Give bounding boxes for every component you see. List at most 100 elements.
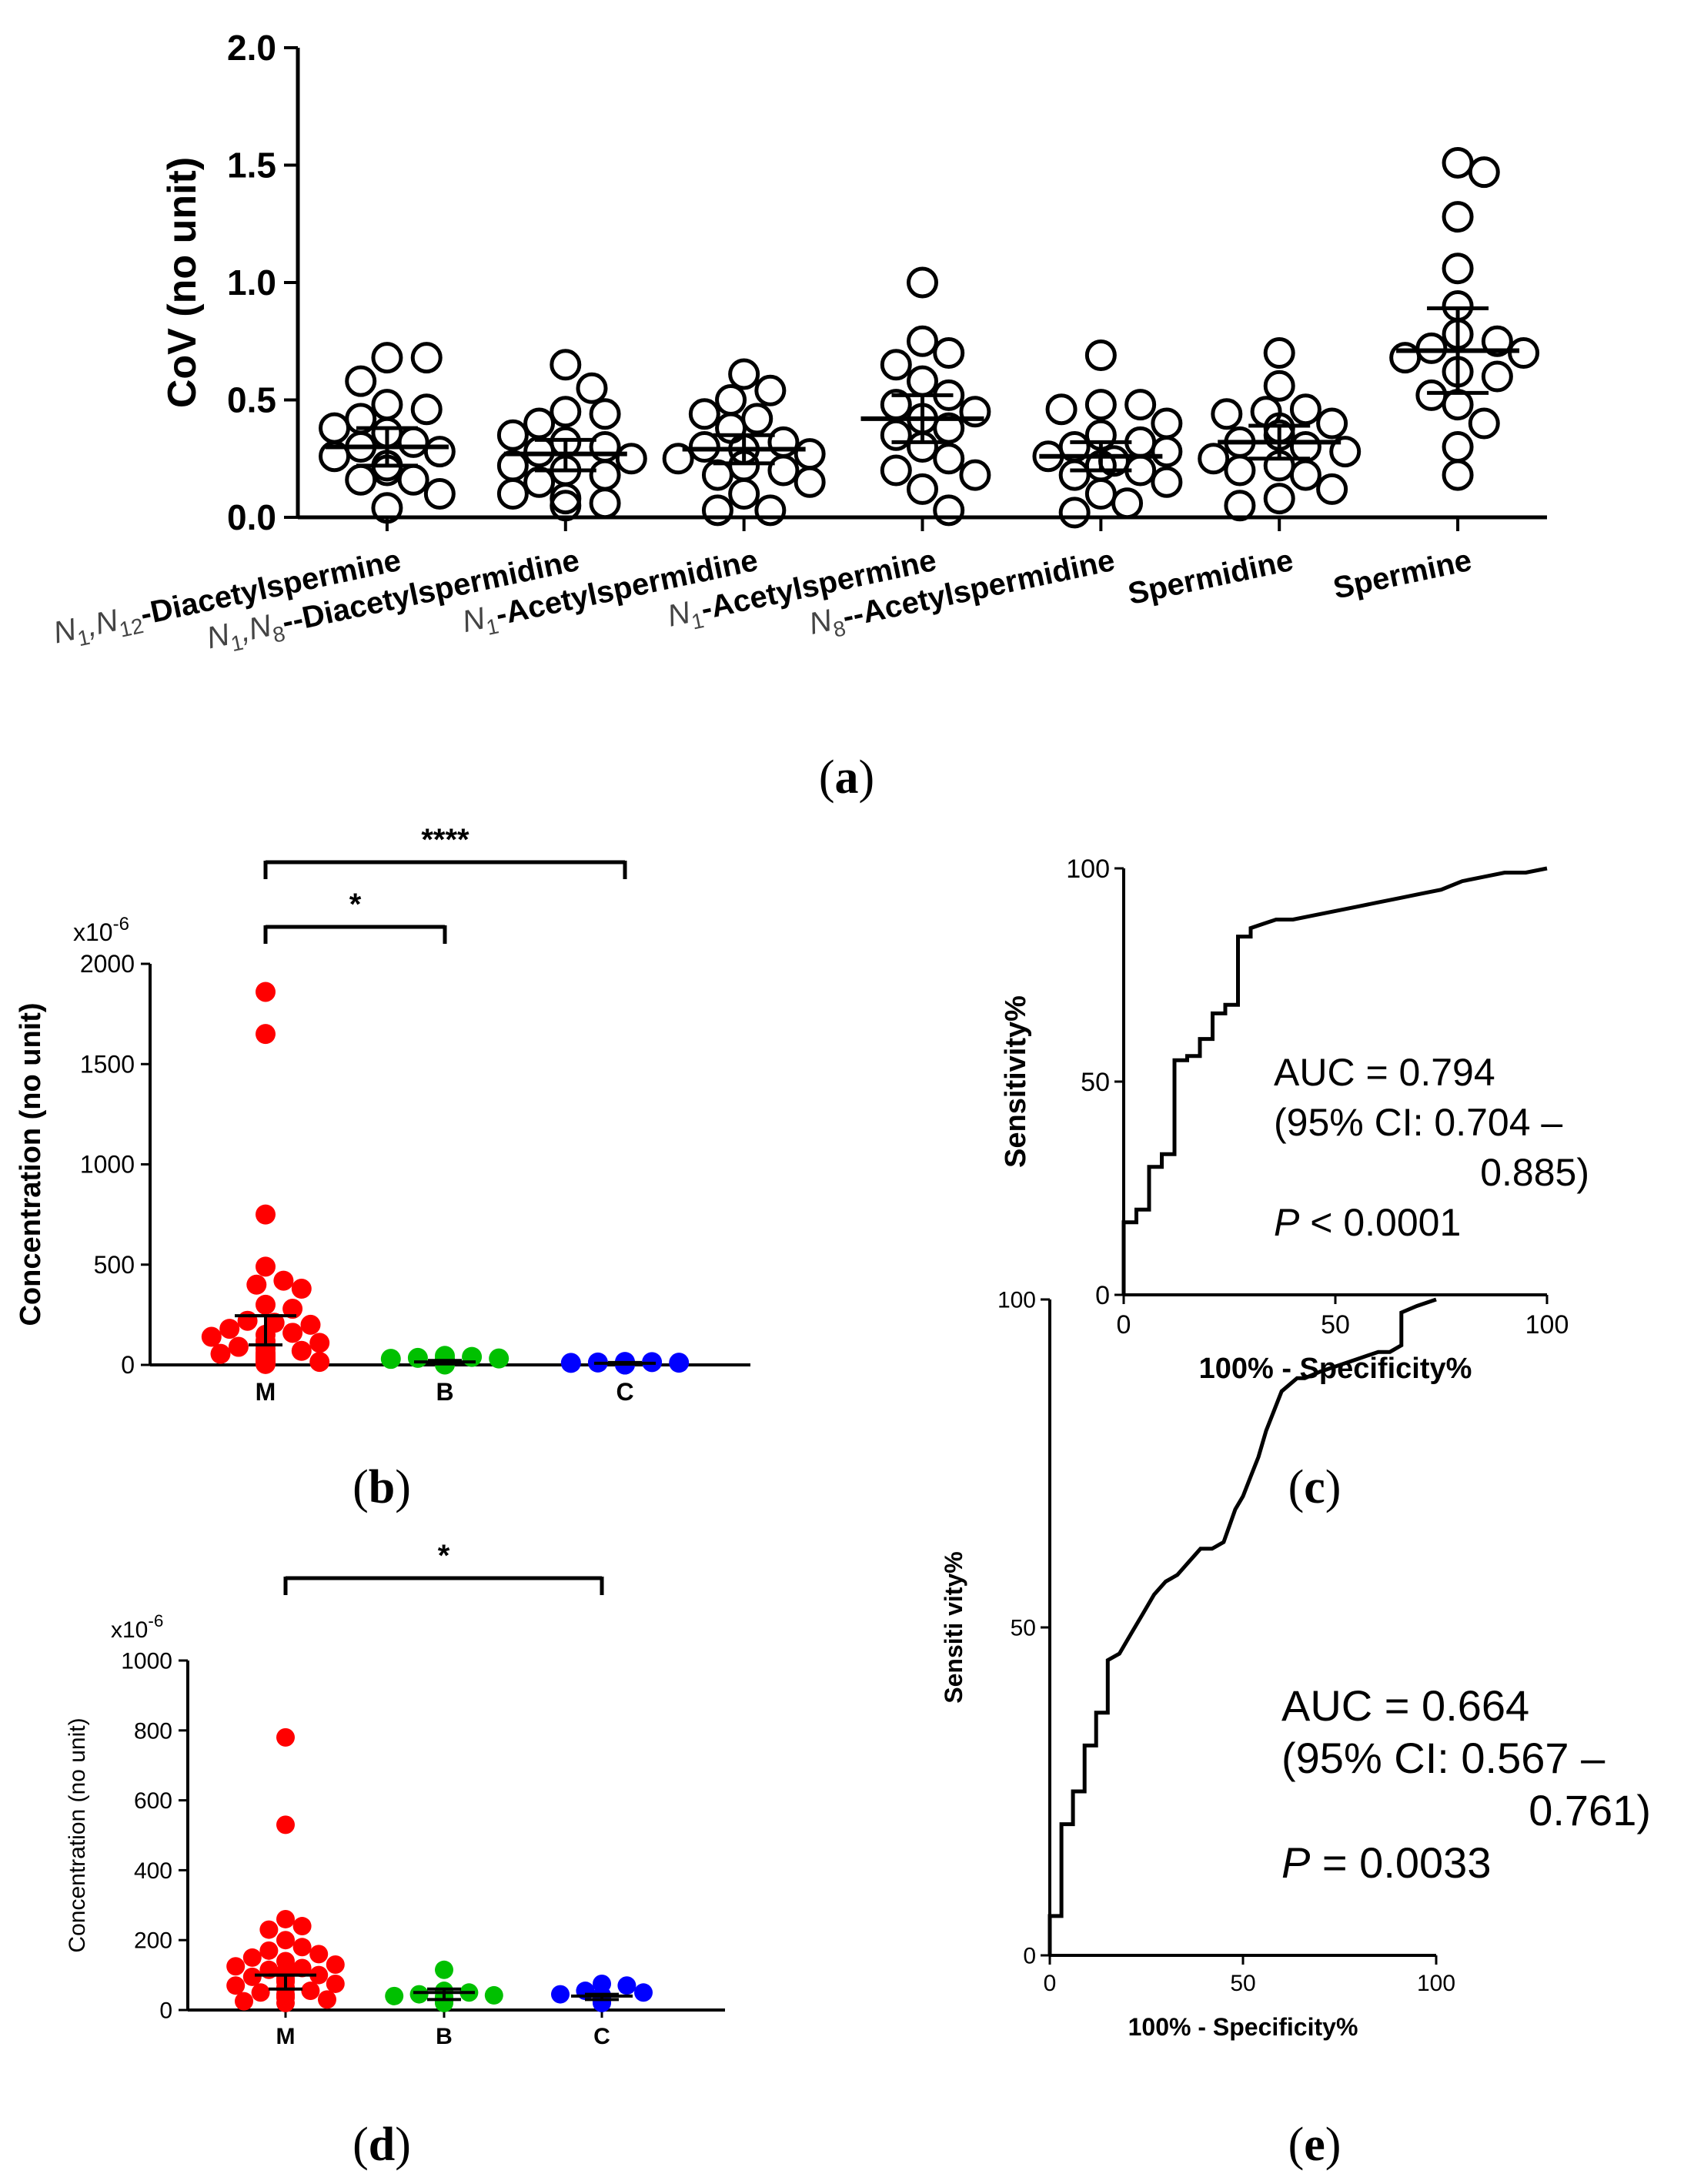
data-point — [326, 1974, 345, 1993]
x-category-label-part: 8 — [271, 621, 288, 647]
x-axis-label: 100% - Specificity% — [1128, 2013, 1358, 2041]
data-point — [273, 1270, 294, 1291]
data-point — [259, 1941, 279, 1960]
data-point — [276, 1993, 295, 2012]
panel-label-part: ( — [352, 1461, 369, 1513]
y-tick-label: 0.0 — [227, 497, 276, 537]
panel-label-part: c — [1304, 1461, 1325, 1513]
p-value-text: = 0.0033 — [1310, 1838, 1491, 1887]
p-value-annotation: P < 0.0001 — [1274, 1201, 1461, 1244]
data-point — [276, 1931, 295, 1950]
data-point — [1198, 443, 1230, 475]
y-tick-label: 2.0 — [227, 28, 276, 68]
y-tick-label: 1000 — [80, 1151, 135, 1179]
data-point — [933, 337, 965, 369]
y-tick-label: 0 — [1095, 1281, 1110, 1310]
panel-label-part: ( — [352, 2119, 369, 2171]
x-category-label-part: 1 — [229, 630, 246, 657]
p-value-annotation: P = 0.0033 — [1281, 1838, 1491, 1887]
data-point — [282, 1299, 303, 1319]
y-axis-label: Concentration (no unit) — [65, 1717, 90, 1952]
x-category-label: B — [436, 2024, 453, 2049]
data-point — [407, 1347, 428, 1368]
data-point — [1111, 487, 1144, 520]
ci-annotation-end: 0.885) — [1480, 1151, 1589, 1194]
data-point — [282, 1323, 303, 1343]
p-symbol: P — [1274, 1201, 1300, 1244]
data-point — [880, 419, 912, 451]
data-point — [560, 1353, 581, 1373]
y-tick-label: 50 — [1081, 1068, 1110, 1097]
data-point — [1045, 393, 1078, 426]
x-category-label: B — [436, 1378, 453, 1406]
data-point — [309, 1352, 330, 1373]
data-point — [754, 374, 787, 406]
data-point — [291, 1340, 312, 1361]
y-tick-label: 1500 — [80, 1050, 135, 1078]
data-point — [237, 1310, 258, 1331]
x-category-label-part: Spermidine — [1125, 543, 1296, 611]
panel-label-part: ) — [395, 2119, 411, 2171]
y-tick-label: 100 — [1066, 855, 1110, 884]
x-category-label-part: 1 — [484, 614, 501, 640]
data-point — [715, 384, 747, 416]
data-point — [794, 438, 826, 470]
x-category-label-part: N — [204, 617, 233, 655]
data-point — [550, 349, 582, 381]
data-point — [462, 1346, 483, 1367]
data-point — [256, 1256, 276, 1277]
panel-label-d: (d) — [352, 2119, 411, 2171]
data-point — [496, 478, 529, 510]
data-point — [300, 1314, 321, 1335]
x-tick-label: 100 — [1417, 1971, 1455, 1996]
data-point — [423, 478, 456, 510]
data-point — [550, 396, 582, 428]
data-point — [1289, 393, 1321, 426]
data-point — [576, 372, 608, 404]
data-point — [1058, 497, 1091, 529]
y-scale-exponent: -6 — [148, 1611, 163, 1630]
data-point — [741, 403, 773, 435]
data-point — [235, 1992, 253, 2011]
ci-annotation: (95% CI: 0.567 – — [1281, 1734, 1605, 1782]
y-tick-label: 1.0 — [227, 263, 276, 303]
data-point — [1508, 337, 1540, 369]
data-point — [1151, 466, 1183, 498]
x-category-label-part: N — [459, 601, 489, 639]
data-point — [1442, 146, 1474, 179]
y-tick-label: 0 — [121, 1351, 135, 1379]
data-point — [1442, 431, 1474, 463]
x-category-label-part: Spermine — [1330, 543, 1474, 606]
panel-label-part: a — [835, 751, 859, 804]
data-point — [1442, 389, 1474, 421]
x-tick-label: 50 — [1230, 1971, 1255, 1996]
data-point — [219, 1319, 240, 1339]
data-point — [589, 487, 621, 520]
x-tick-label: 100 — [1525, 1310, 1569, 1339]
data-point — [484, 1985, 503, 2005]
data-point — [309, 1945, 329, 1964]
y-axis-label: CoV (no unit) — [160, 157, 205, 408]
significance-stars: * — [438, 1539, 450, 1573]
p-value-text: < 0.0001 — [1299, 1201, 1461, 1244]
data-point — [371, 389, 403, 421]
data-point — [397, 463, 429, 496]
panel-label-part: ) — [859, 751, 875, 804]
y-axis-label: Concentration (no unit) — [15, 1002, 47, 1326]
x-category-label: M — [276, 2024, 296, 2049]
data-point — [617, 1976, 637, 1995]
panel-label-b: (b) — [352, 1461, 411, 1513]
data-point — [523, 407, 556, 440]
x-category-label-part: 12 — [117, 614, 145, 642]
data-point — [688, 431, 720, 463]
x-category-label: N8--Acetylspermidine — [806, 543, 1118, 647]
p-symbol: P — [1281, 1838, 1310, 1887]
data-point — [1329, 436, 1362, 468]
x-category-label-part: 8 — [831, 616, 848, 642]
data-point — [1084, 339, 1117, 372]
data-point — [292, 1917, 312, 1936]
data-point — [662, 443, 694, 475]
y-tick-label: 100 — [997, 1288, 1036, 1313]
data-point — [397, 426, 429, 458]
